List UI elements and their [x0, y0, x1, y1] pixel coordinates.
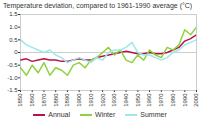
html-text:Winter: Winter — [95, 111, 116, 118]
svg-text:1950: 1950 — [135, 93, 141, 107]
svg-text:1860: 1860 — [29, 93, 35, 107]
svg-text:1.5: 1.5 — [9, 11, 18, 17]
html-text:Summer: Summer — [140, 111, 167, 118]
svg-text:1900: 1900 — [76, 93, 82, 107]
svg-text:1.0: 1.0 — [9, 24, 18, 30]
svg-text:1880: 1880 — [53, 93, 59, 107]
html-text:Annual: Annual — [48, 111, 70, 118]
svg-text:1870: 1870 — [41, 93, 47, 107]
svg-text:1960: 1960 — [146, 93, 152, 107]
svg-text:1990: 1990 — [182, 93, 188, 107]
svg-text:1980: 1980 — [170, 93, 176, 107]
svg-text:2000: 2000 — [193, 93, 199, 107]
svg-text:-1.0: -1.0 — [7, 75, 18, 81]
svg-text:-1.5: -1.5 — [7, 87, 18, 93]
html-text:Temperature deviation, compare: Temperature deviation, compared to 1961-… — [3, 2, 193, 9]
svg-text:1940: 1940 — [123, 93, 129, 107]
svg-text:0.5: 0.5 — [9, 37, 18, 43]
svg-text:-0.5: -0.5 — [7, 62, 18, 68]
svg-text:1910: 1910 — [88, 93, 94, 107]
svg-text:1920: 1920 — [100, 93, 106, 107]
svg-text:0: 0 — [14, 49, 18, 55]
svg-text:1890: 1890 — [64, 93, 70, 107]
svg-text:1850: 1850 — [17, 93, 23, 107]
svg-text:1970: 1970 — [158, 93, 164, 107]
svg-text:1930: 1930 — [111, 93, 117, 107]
